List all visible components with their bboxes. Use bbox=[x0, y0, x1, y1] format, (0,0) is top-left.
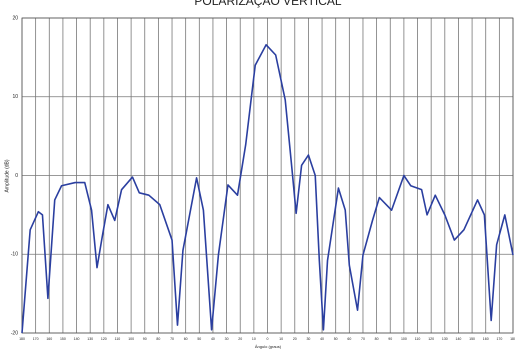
chart-title: POLARIZAÇÃO VERTICAL bbox=[194, 0, 341, 8]
x-tick-label: 160 bbox=[483, 337, 489, 341]
x-tick-label: 140 bbox=[74, 337, 80, 341]
x-tick-label: 180 bbox=[19, 337, 25, 341]
x-tick-label: 60 bbox=[347, 337, 351, 341]
x-tick-label: 90 bbox=[143, 337, 147, 341]
x-tick-label: 110 bbox=[115, 337, 121, 341]
x-tick-label: 40 bbox=[211, 337, 215, 341]
x-tick-label: 180 bbox=[510, 337, 515, 341]
x-tick-label: 130 bbox=[87, 337, 93, 341]
x-tick-label: 120 bbox=[428, 337, 434, 341]
x-tick-label: 150 bbox=[60, 337, 66, 341]
x-tick-label: 170 bbox=[33, 337, 39, 341]
x-tick-label: 90 bbox=[388, 337, 392, 341]
x-tick-label: 0 bbox=[267, 337, 269, 341]
x-tick-label: 80 bbox=[156, 337, 160, 341]
x-tick-label: 150 bbox=[469, 337, 475, 341]
x-tick-label: 120 bbox=[101, 337, 107, 341]
x-tick-label: 110 bbox=[415, 337, 421, 341]
x-tick-label: 40 bbox=[320, 337, 324, 341]
data-line bbox=[21, 43, 514, 334]
x-tick-label: 30 bbox=[225, 337, 229, 341]
x-tick-label: 160 bbox=[46, 337, 52, 341]
x-axis-label: Ângulo (graus) bbox=[255, 344, 282, 349]
x-tick-label: 70 bbox=[170, 337, 174, 341]
x-tick-label: 10 bbox=[252, 337, 256, 341]
x-tick-label: 100 bbox=[128, 337, 134, 341]
x-tick-label: 30 bbox=[306, 337, 310, 341]
x-tick-label: 20 bbox=[238, 337, 242, 341]
x-tick-label: 100 bbox=[401, 337, 407, 341]
x-tick-label: 130 bbox=[442, 337, 448, 341]
y-axis-label: Amplitude (dB) bbox=[4, 159, 10, 192]
y-tick-label: -10 bbox=[11, 252, 18, 258]
plot-frame bbox=[21, 17, 514, 334]
y-tick-label: 0 bbox=[15, 173, 18, 179]
x-tick-label: 10 bbox=[279, 337, 283, 341]
y-tick-label: -20 bbox=[11, 330, 18, 336]
x-tick-label: 170 bbox=[496, 337, 502, 341]
x-tick-label: 70 bbox=[361, 337, 365, 341]
y-tick-label: 10 bbox=[12, 94, 18, 100]
x-tick-label: 20 bbox=[293, 337, 297, 341]
y-tick-label: 20 bbox=[12, 15, 18, 21]
x-tick-label: 80 bbox=[375, 337, 379, 341]
x-tick-label: 50 bbox=[334, 337, 338, 341]
x-tick-label: 50 bbox=[197, 337, 201, 341]
x-tick-label: 140 bbox=[456, 337, 462, 341]
x-tick-label: 60 bbox=[184, 337, 188, 341]
